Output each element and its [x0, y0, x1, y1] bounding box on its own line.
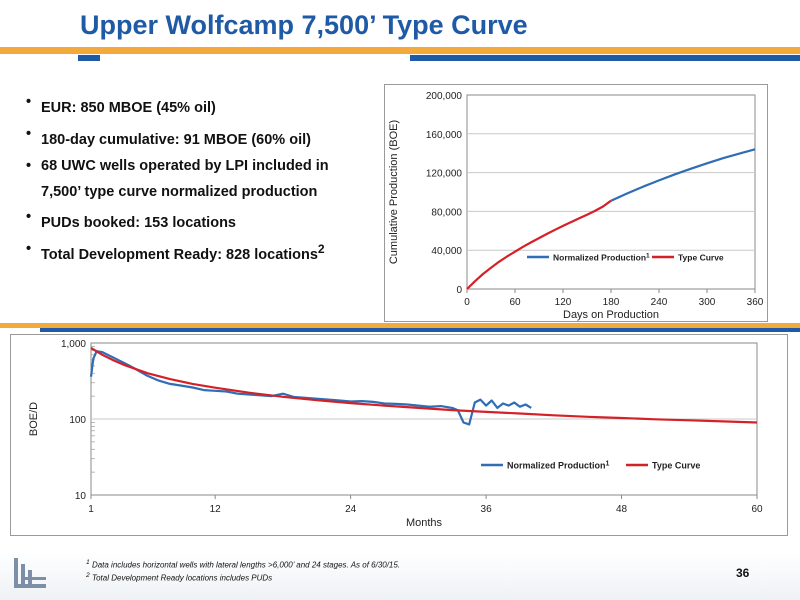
- legend-sup: 1: [606, 461, 610, 468]
- bullet-item: Total Development Ready: 828 locations2: [26, 239, 371, 265]
- y-tick-label: 160,000: [426, 130, 463, 141]
- section-rule-blue: [40, 328, 800, 332]
- x-tick-label: 120: [555, 297, 572, 308]
- y-axis-label: BOE/D: [28, 402, 40, 436]
- x-tick-label: 360: [747, 297, 764, 308]
- x-tick-label: 48: [616, 504, 628, 515]
- legend-label: Type Curve: [678, 253, 724, 263]
- x-tick-label: 300: [699, 297, 716, 308]
- cumulative-production-chart: 0 40,000 80,000 120,000 160,000 200,000 0 60 120…: [388, 91, 764, 321]
- footnote-sup: 2: [86, 571, 90, 579]
- bullet-text: Total Development Ready: 828 locations: [41, 247, 318, 264]
- footnote: 2 Total Development Ready locations incl…: [86, 571, 400, 584]
- title-rule-blue-right: [410, 55, 800, 61]
- x-tick-label: 12: [210, 504, 222, 515]
- section-rule-orange: [0, 323, 800, 328]
- x-tick-label: 240: [651, 297, 668, 308]
- footnote: 1 Data includes horizontal wells with la…: [86, 558, 400, 571]
- footnote-text: Data includes horizontal wells with late…: [91, 560, 401, 570]
- bullet-item: PUDs booked: 153 locations: [26, 207, 371, 233]
- y-tick-label: 0: [456, 285, 462, 296]
- x-tick-label: 24: [345, 504, 357, 515]
- plot-area: [466, 94, 756, 290]
- y-tick-label: 10: [75, 491, 87, 502]
- bullet-text: 68 UWC wells operated by LPI included in…: [41, 157, 329, 200]
- series-line: [89, 350, 532, 426]
- y-tick-label: 200,000: [426, 91, 463, 102]
- x-tick-label: 60: [509, 297, 521, 308]
- y-axis-label: Cumulative Production (BOE): [388, 120, 400, 264]
- footnote-sup: 1: [86, 559, 90, 566]
- x-tick-label: 180: [603, 297, 620, 308]
- y-tick-label: 40,000: [431, 246, 462, 257]
- bullet-text: 180-day cumulative: 91 MBOE (60% oil): [41, 131, 311, 148]
- bullet-text: PUDs booked: 153 locations: [41, 215, 236, 232]
- footnote-text: Total Development Ready locations includ…: [91, 573, 273, 583]
- x-tick-label: 60: [751, 504, 763, 515]
- rate-chart-frame: 10 100 1,000 1 12 24 36 48 60 Months BOE/D Normaliz…: [10, 334, 788, 536]
- legend-label: Normalized Production1: [553, 253, 650, 263]
- cumulative-chart-frame: 0 40,000 80,000 120,000 160,000 200,000 0 60 120…: [384, 84, 768, 322]
- bullet-text: EUR: 850 MBOE (45% oil): [41, 99, 216, 116]
- legend-label: Normalized Production1: [507, 461, 610, 471]
- y-tick-label: 1,000: [61, 339, 86, 350]
- series-line: [466, 199, 612, 290]
- daily-rate-chart: 10 100 1,000 1 12 24 36 48 60 Months BOE/D Normaliz…: [28, 339, 763, 529]
- bullet-sup: 2: [317, 242, 325, 257]
- title-rule-orange: [0, 47, 800, 54]
- footnotes: 1 Data includes horizontal wells with la…: [86, 558, 400, 583]
- bullet-item: 180-day cumulative: 91 MBOE (60% oil): [26, 124, 371, 150]
- y-tick-label: 120,000: [426, 169, 463, 180]
- company-logo-icon: [14, 558, 46, 588]
- x-axis-label: Days on Production: [563, 309, 659, 321]
- title-rule-blue-left: [78, 55, 100, 61]
- series-line: [610, 148, 756, 202]
- bullet-item: 68 UWC wells operated by LPI included in…: [26, 156, 371, 202]
- y-tick-label: 80,000: [431, 207, 462, 218]
- page-number: 36: [736, 566, 750, 580]
- x-tick-label: 0: [464, 297, 470, 308]
- bullet-list: EUR: 850 MBOE (45% oil) 180-day cumulati…: [26, 92, 371, 271]
- series-line: [90, 347, 758, 424]
- x-tick-label: 1: [88, 504, 94, 515]
- x-axis-label: Months: [406, 517, 443, 529]
- page-title: Upper Wolfcamp 7,500’ Type Curve: [80, 10, 528, 40]
- bullet-item: EUR: 850 MBOE (45% oil): [26, 92, 371, 118]
- legend-label: Type Curve: [652, 461, 700, 471]
- y-tick-label: 100: [69, 415, 86, 426]
- x-tick-label: 36: [481, 504, 493, 515]
- legend-sup: 1: [646, 253, 650, 260]
